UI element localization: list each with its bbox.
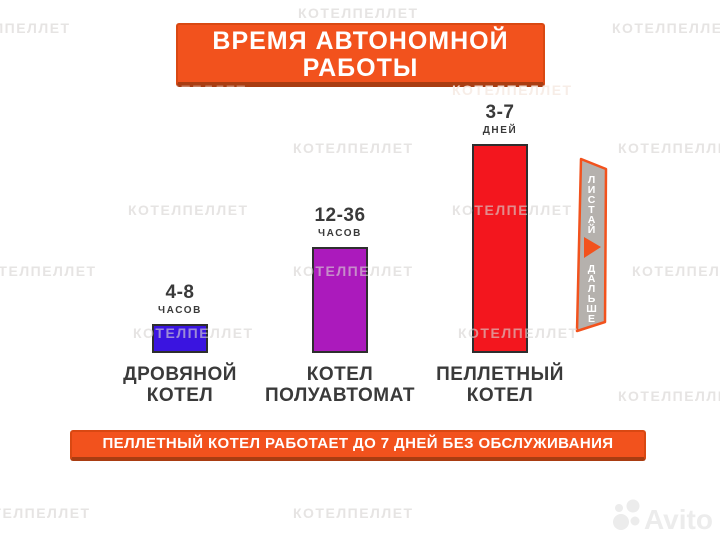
bar-value-label: 12-36 (314, 205, 366, 226)
watermark-text: КОТЕЛПЕЛЛЕТ (458, 325, 579, 341)
swipe-arrow-icon (584, 237, 601, 258)
title-banner: ВРЕМЯ АВТОНОМНОЙ РАБОТЫ (176, 23, 545, 87)
watermark-text: КОТЕЛПЕЛЛЕТ (618, 140, 720, 156)
footer-annotation: ПЕЛЛЕТНЫЙ КОТЕЛ РАБОТАЕТ ДО 7 ДНЕЙ БЕЗ О… (102, 435, 614, 452)
ribbon-letter: Л (588, 283, 595, 295)
avito-text: Avito (644, 504, 713, 535)
watermark-text: КОТЕЛПЕЛЛЕТ (612, 20, 720, 36)
category-label-wood-boiler: ДРОВЯНОЙ КОТЕЛ (123, 364, 237, 406)
watermark-text: КОТЕЛПЕЛЛЕТ (618, 388, 720, 404)
bar-unit-label: ЧАСОВ (158, 305, 202, 316)
ribbon-letter: Л (588, 174, 595, 186)
bar-wood-boiler (152, 324, 208, 353)
watermark-text: КОТЕЛПЕЛЛЕТ (452, 202, 573, 218)
avito-logo: Avito (613, 499, 713, 535)
avito-circles-icon (613, 499, 640, 530)
watermark-text: КОТЕЛПЕЛЛЕТ (0, 20, 71, 36)
ribbon-letter: Ш (586, 303, 597, 315)
watermark-text: КОТЕЛПЕЛЛЕТ (452, 82, 573, 98)
watermark-text: КОТЕЛПЕЛЛЕТ (293, 505, 414, 521)
watermark-text: КОТЕЛПЕЛЛЕТ (128, 202, 249, 218)
watermark-text: КОТЕЛПЕЛЛЕТ (0, 505, 91, 521)
page-title: ВРЕМЯ АВТОНОМНОЙ РАБОТЫ (212, 27, 509, 82)
category-label-semiauto-boiler: КОТЕЛ ПОЛУАВТОМАТ (264, 364, 416, 406)
bar-pellet-boiler (472, 144, 528, 353)
bar-group-pellet-boiler: 3-7 ДНЕЙ (415, 103, 585, 353)
footer-banner: ПЕЛЛЕТНЫЙ КОТЕЛ РАБОТАЕТ ДО 7 ДНЕЙ БЕЗ О… (70, 430, 646, 461)
bar-value-label: 3-7 (485, 102, 515, 123)
ribbon-letter: А (588, 214, 596, 226)
ribbon-letter: Й (588, 223, 596, 236)
bar-group-wood-boiler: 4-8 ЧАСОВ (95, 283, 265, 353)
watermark-text: КОТЕЛПЕЛЛЕТ (293, 140, 414, 156)
ribbon-letter: А (588, 273, 596, 285)
category-label-pellet-boiler: ПЕЛЛЕТНЫЙ КОТЕЛ (436, 364, 564, 406)
ribbon-letter: С (588, 194, 596, 206)
bar-unit-label: ЧАСОВ (318, 228, 362, 239)
bar-group-semiauto-boiler: 12-36 ЧАСОВ (255, 206, 425, 353)
ribbon-letter: Д (588, 263, 596, 275)
bar-semiauto-boiler (312, 247, 368, 353)
watermark-text: КОТЕЛПЕЛЛЕТ (126, 82, 247, 98)
ribbon-letter: Ь (588, 293, 596, 305)
bar-unit-label: ДНЕЙ (482, 125, 518, 136)
ribbon-letter: Е (588, 313, 595, 325)
watermark-text: КОТЕЛПЕЛЛЕТ (298, 5, 419, 21)
watermark-text: КОТЕЛПЕЛЛЕТ (133, 325, 254, 341)
ribbon-letter: И (588, 184, 596, 196)
watermark-text: КОТЕЛПЕЛЛЕТ (0, 263, 97, 279)
ribbon-letter: Т (588, 204, 595, 216)
bar-value-label: 4-8 (165, 282, 195, 303)
watermark-text: КОТЕЛПЕЛЛЕТ (632, 263, 720, 279)
watermark-text: КОТЕЛПЕЛЛЕТ (293, 263, 414, 279)
